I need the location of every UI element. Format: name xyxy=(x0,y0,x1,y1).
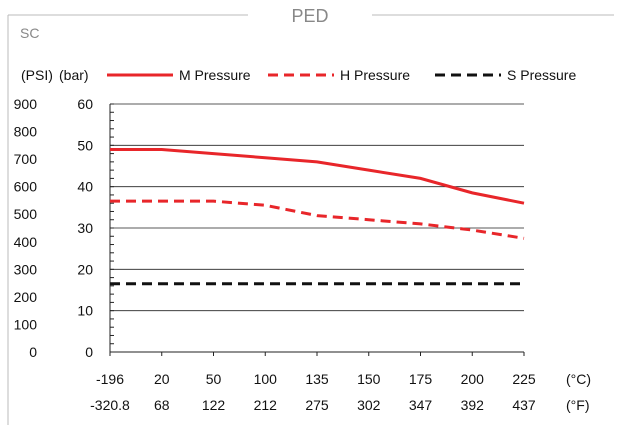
y-tick-label-psi: 0 xyxy=(29,344,37,360)
y-tick-label-bar: 10 xyxy=(77,303,93,319)
x-tick-label-fahrenheit: 68 xyxy=(154,397,170,413)
series-line-h-pressure xyxy=(110,199,525,240)
y-tick-label-bar: 30 xyxy=(77,220,93,236)
y-tick-label-psi: 300 xyxy=(14,261,38,277)
x-tick-label-celsius: 135 xyxy=(305,371,329,387)
x-tick-label-celsius: 150 xyxy=(357,371,381,387)
y-tick-label-psi: 200 xyxy=(14,289,38,305)
series-line-m-pressure xyxy=(110,147,525,205)
y-tick-label-psi: 400 xyxy=(14,234,38,250)
y-tick-label-psi: 100 xyxy=(14,316,38,332)
x-tick-label-celsius: 225 xyxy=(512,371,536,387)
legend: (PSI) (bar) M Pressure H Pressure S Pressu… xyxy=(21,67,576,83)
chart-title: PED xyxy=(291,6,328,26)
y-tick-label-bar: 0 xyxy=(85,344,93,360)
y-ticks: 6050403020100900800700600500400300200100… xyxy=(14,96,94,360)
x-unit-celsius: (°C) xyxy=(566,371,591,387)
x-tick-label-fahrenheit: 122 xyxy=(202,397,226,413)
x-tick-label-fahrenheit: 437 xyxy=(512,397,536,413)
y-tick-label-bar: 50 xyxy=(77,137,93,153)
y-tick-label-psi: 600 xyxy=(14,179,38,195)
grid xyxy=(110,103,524,312)
x-tick-label-celsius: -196 xyxy=(96,371,124,387)
x-tick-label-celsius: 200 xyxy=(461,371,485,387)
x-tick-label-fahrenheit: 392 xyxy=(461,397,485,413)
x-tick-label-fahrenheit: 302 xyxy=(357,397,381,413)
x-tick-label-celsius: 20 xyxy=(154,371,170,387)
y-tick-label-psi: 500 xyxy=(14,206,38,222)
x-tick-label-celsius: 50 xyxy=(206,371,222,387)
legend-label-m-pressure: M Pressure xyxy=(179,67,251,83)
y-tick-label-bar: 60 xyxy=(77,96,93,112)
x-tick-label-celsius: 175 xyxy=(409,371,433,387)
y-tick-label-psi: 900 xyxy=(14,96,38,112)
x-ticks: -196 -320.8 20 68 50 122 100 212 135 275 150 302 175… xyxy=(90,352,536,413)
x-tick-label-fahrenheit: 275 xyxy=(305,397,329,413)
series-lines xyxy=(110,147,525,286)
x-tick-label-celsius: 100 xyxy=(254,371,278,387)
y-tick-label-bar: 40 xyxy=(77,179,93,195)
x-tick-label-fahrenheit: 212 xyxy=(254,397,278,413)
chart-frame xyxy=(7,14,614,425)
x-tick-label-fahrenheit: -320.8 xyxy=(90,397,130,413)
x-tick-label-fahrenheit: 347 xyxy=(409,397,433,413)
y-tick-label-bar: 20 xyxy=(77,261,93,277)
legend-label-s-pressure: S Pressure xyxy=(507,67,576,83)
x-unit-fahrenheit: (°F) xyxy=(566,397,589,413)
y-tick-label-psi: 700 xyxy=(14,151,38,167)
corner-label: SC xyxy=(20,25,39,41)
y-unit-bar: (bar) xyxy=(59,67,89,83)
y-unit-psi: (PSI) xyxy=(21,67,53,83)
y-tick-label-psi: 800 xyxy=(14,124,38,140)
legend-label-h-pressure: H Pressure xyxy=(340,67,410,83)
